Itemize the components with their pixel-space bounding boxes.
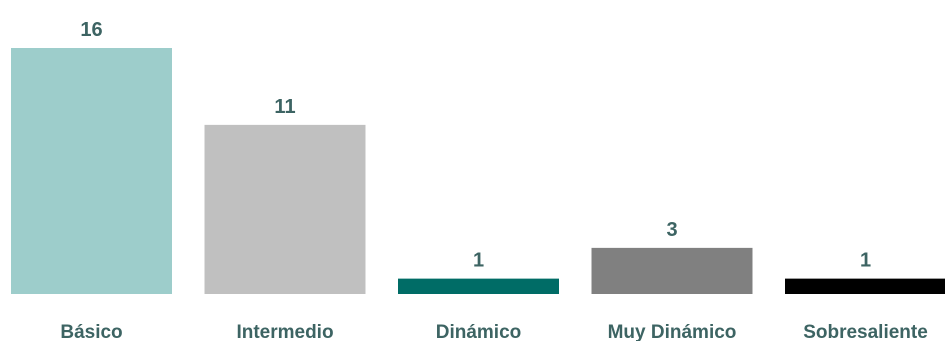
bar-1 (204, 124, 366, 294)
category-label-2: Dinámico (436, 322, 522, 341)
data-label-2: 1 (473, 250, 484, 272)
data-label-4: 1 (860, 250, 871, 272)
bar-2 (398, 278, 559, 294)
bar-4 (785, 278, 945, 294)
data-label-0: 16 (80, 19, 102, 41)
bar-3 (591, 247, 753, 294)
category-label-3: Muy Dinámico (608, 322, 737, 341)
data-label-3: 3 (666, 219, 677, 241)
data-label-1: 11 (274, 96, 295, 118)
category-label-1: Intermedio (236, 322, 333, 341)
bar-0 (11, 48, 172, 294)
category-label-4: Sobresaliente (803, 322, 928, 341)
category-label-0: Básico (60, 322, 122, 341)
